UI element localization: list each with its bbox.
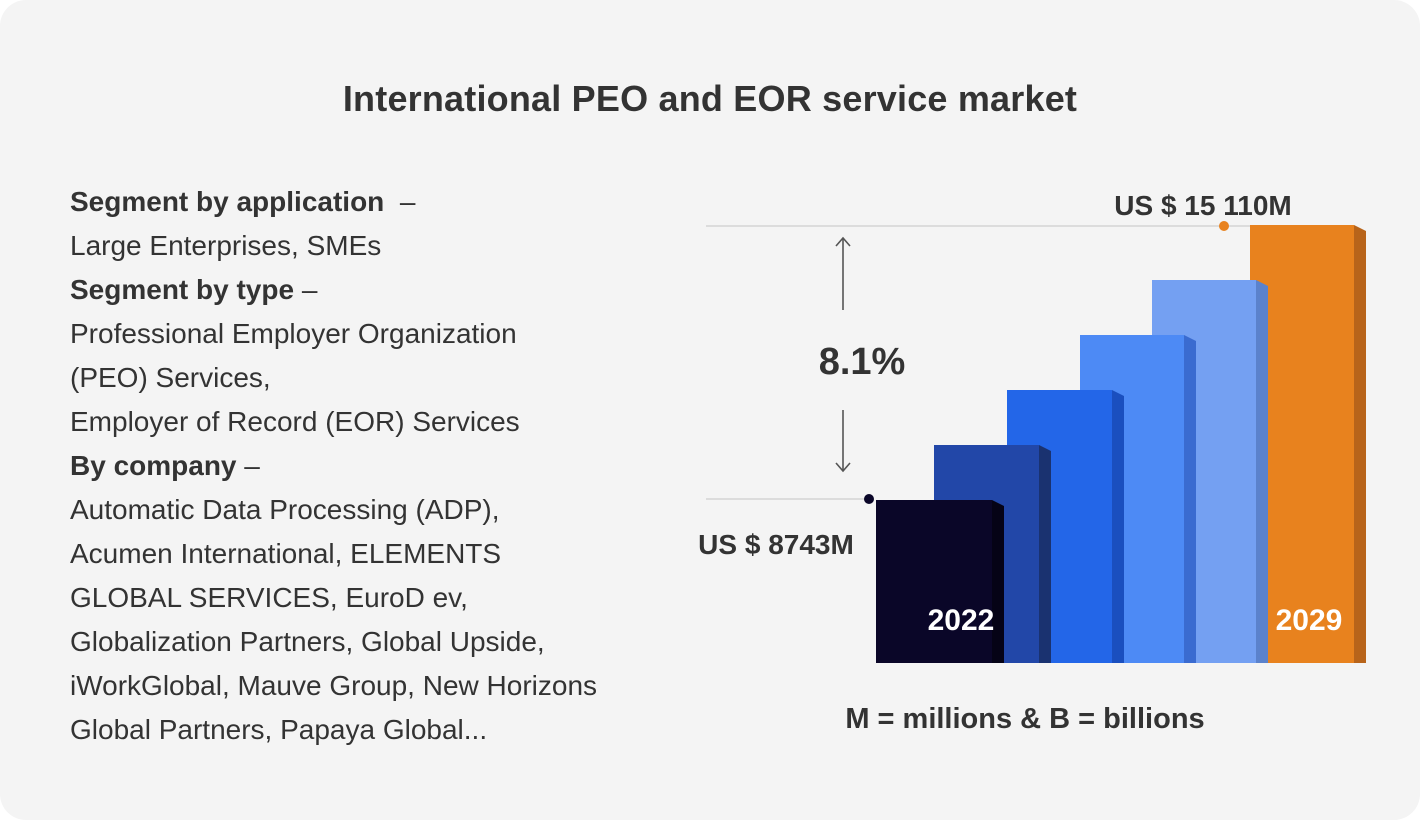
dash: –: [301, 274, 318, 305]
segment-line: Employer of Record (EOR) Services: [70, 406, 520, 437]
segment-heading: Segment by type: [70, 274, 295, 305]
segment-line: iWorkGlobal, Mauve Group, New Horizons: [70, 670, 598, 701]
end-marker-dot: [1219, 221, 1229, 231]
segment-line: Global Partners, Papaya Global...: [70, 714, 488, 745]
bar-side: [1256, 280, 1268, 663]
start-value-label: US $ 8743M: [698, 529, 854, 560]
start-year-label: 2022: [928, 604, 995, 637]
segment-line: Professional Employer Organization: [70, 318, 517, 349]
segment-line: Large Enterprises, SMEs: [70, 230, 382, 261]
dash: –: [399, 186, 416, 217]
segment-heading: By company: [70, 450, 237, 481]
segment-line: GLOBAL SERVICES, EuroD ev,: [70, 582, 468, 613]
page-title: International PEO and EOR service market: [342, 78, 1078, 119]
bar-side: [1184, 335, 1196, 663]
bar-side: [1354, 225, 1366, 663]
segment-line: (PEO) Services,: [70, 362, 271, 393]
segment-line: Globalization Partners, Global Upside,: [70, 626, 545, 657]
dash: –: [244, 450, 260, 481]
start-marker-dot: [864, 494, 874, 504]
end-year-label: 2029: [1276, 604, 1343, 637]
bar-side: [1112, 390, 1124, 663]
segment-line: Automatic Data Processing (ADP),: [70, 494, 500, 525]
growth-label: 8.1%: [819, 341, 906, 383]
segment-line: Acumen International, ELEMENTS: [70, 538, 502, 569]
bar-2022: [876, 500, 992, 663]
bar-side: [1039, 445, 1051, 663]
up-arrow-icon: [835, 236, 851, 310]
segments-text: Segment by application – Large Enterpris…: [70, 180, 597, 752]
bar-side: [992, 500, 1004, 663]
down-arrow-icon: [835, 410, 851, 473]
segment-heading: Segment by application: [70, 186, 385, 217]
unit-note: M = millions & B = billions: [845, 703, 1205, 735]
end-value-label: US $ 15 110M: [1114, 190, 1291, 221]
